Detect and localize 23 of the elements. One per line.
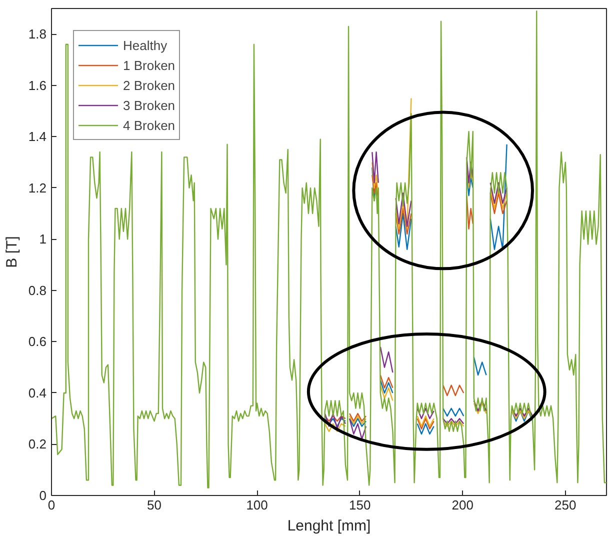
- legend-label: 4 Broken: [123, 118, 176, 132]
- legend-label: 2 Broken: [123, 78, 176, 92]
- y-tick-label: 1.2: [28, 180, 47, 196]
- x-axis-title: Lenght [mm]: [287, 518, 371, 534]
- line-series: [52, 10, 606, 488]
- y-tick-label: 0.8: [28, 282, 47, 298]
- y-tick-label: 1.4: [28, 129, 47, 144]
- legend-label: 3 Broken: [123, 98, 176, 112]
- legend-label: 1 Broken: [123, 58, 176, 72]
- y-tick-label: 0.6: [28, 334, 47, 350]
- x-tick-label: 250: [554, 498, 576, 512]
- x-tick-label: 50: [147, 498, 162, 512]
- y-tick-label: 1.8: [28, 26, 47, 42]
- y-axis-title: B [T]: [3, 236, 20, 268]
- legend-label: Healthy: [123, 38, 168, 52]
- y-tick-label: 1.6: [28, 78, 47, 93]
- y-tick-label: 0.2: [28, 436, 47, 452]
- x-tick-label: 100: [246, 498, 268, 512]
- x-tick-label: 150: [348, 498, 371, 512]
- y-tick-label: 0.4: [28, 385, 47, 400]
- y-tick-label: 0: [39, 488, 47, 503]
- x-tick-label: 200: [452, 498, 474, 512]
- y-tick-label: 1: [39, 232, 47, 247]
